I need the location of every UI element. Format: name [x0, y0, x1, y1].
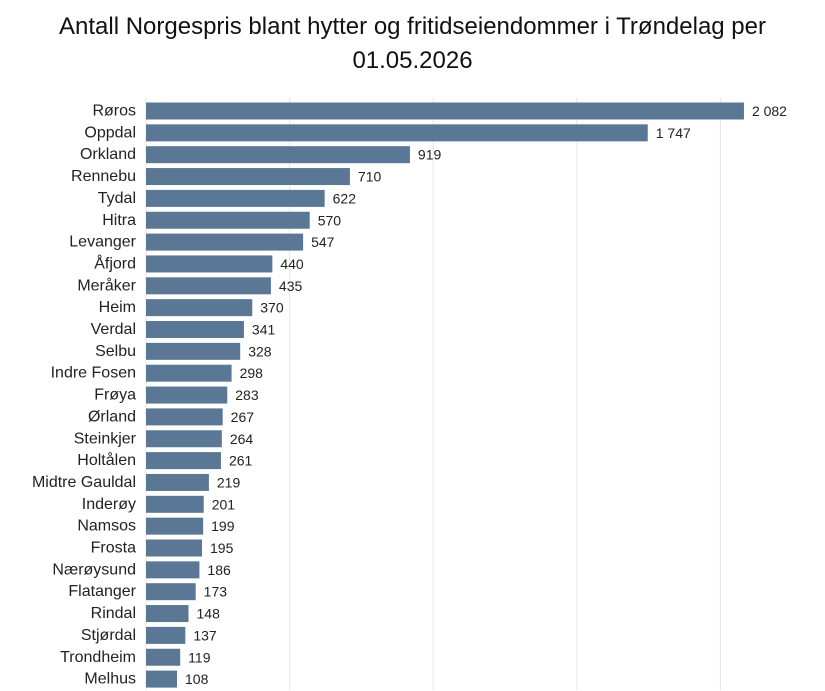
bar	[146, 495, 204, 513]
category-label: Røros	[92, 103, 136, 120]
bar	[146, 561, 200, 579]
bar	[146, 102, 744, 120]
bar	[146, 583, 196, 601]
value-label: 264	[230, 431, 254, 447]
bar	[146, 321, 244, 338]
category-label: Meråker	[77, 276, 136, 294]
bar	[146, 255, 273, 273]
category-label: Tydal	[98, 190, 136, 207]
category-label: Melhus	[84, 671, 136, 688]
category-label: Orkland	[80, 146, 136, 163]
value-label: 622	[333, 190, 357, 206]
chart-title-line-1: Antall Norgespris blant hytter og fritid…	[59, 13, 766, 40]
value-label: 435	[279, 278, 303, 294]
bar	[146, 364, 232, 382]
bar	[146, 342, 241, 360]
category-label: Inderøy	[82, 496, 136, 513]
value-label: 710	[358, 169, 382, 185]
bar	[146, 189, 325, 207]
category-label: Oppdal	[84, 124, 136, 141]
category-label: Midtre Gauldal	[32, 474, 136, 491]
value-label: 328	[248, 343, 272, 359]
chart-title: Antall Norgespris blant hytter og fritid…	[0, 10, 825, 78]
value-label: 298	[240, 365, 264, 381]
value-label: 195	[210, 540, 234, 556]
bar	[146, 124, 648, 142]
bar	[146, 473, 209, 491]
category-label: Frøya	[94, 387, 136, 404]
bar	[146, 277, 271, 295]
value-label: 201	[212, 496, 236, 512]
value-label: 148	[197, 606, 221, 622]
category-label: Holtålen	[77, 451, 136, 469]
category-label: Rennebu	[71, 168, 136, 185]
bar	[146, 670, 178, 688]
value-label: 370	[260, 300, 284, 316]
category-labels: Røros Oppdal Orkland Rennebu Tydal Hitra Levan…	[32, 103, 137, 688]
category-label: Nærøysund	[52, 561, 136, 578]
value-label: 570	[318, 212, 342, 228]
value-label: 186	[207, 562, 231, 578]
value-label: 119	[188, 649, 211, 665]
value-label: 283	[235, 387, 259, 403]
category-label: Indre Fosen	[51, 365, 136, 382]
value-label: 173	[204, 584, 228, 600]
value-label: 440	[280, 256, 304, 272]
bar	[146, 605, 189, 623]
value-label: 2 082	[752, 103, 787, 119]
bar	[146, 539, 203, 557]
value-label: 261	[229, 453, 253, 469]
category-label: Hitra	[102, 212, 136, 229]
gridlines	[145, 98, 721, 690]
value-label: 108	[185, 671, 209, 687]
bar	[146, 648, 181, 666]
bar	[146, 233, 304, 251]
bar	[146, 146, 410, 164]
category-label: Verdal	[91, 321, 136, 338]
bar	[146, 408, 223, 426]
category-label: Åfjord	[94, 253, 136, 272]
value-label: 341	[252, 322, 276, 338]
category-label: Rindal	[91, 605, 136, 622]
value-label: 199	[211, 518, 235, 534]
bar	[146, 168, 350, 186]
category-label: Flatanger	[68, 583, 136, 600]
category-label: Levanger	[69, 234, 136, 251]
chart-title-line-2: 01.05.2026	[352, 47, 473, 74]
bar	[146, 299, 253, 317]
bar	[146, 452, 221, 470]
value-label: 1 747	[656, 125, 691, 141]
bars	[146, 102, 744, 688]
category-label: Steinkjer	[74, 430, 137, 447]
bar	[146, 211, 310, 229]
value-label: 547	[311, 234, 335, 250]
category-label: Heim	[99, 299, 136, 316]
category-label: Trondheim	[60, 649, 136, 666]
category-label: Namsos	[77, 518, 136, 535]
value-label: 219	[217, 474, 241, 490]
value-label: 919	[418, 147, 442, 163]
category-label: Ørland	[88, 408, 136, 425]
category-label: Stjørdal	[81, 627, 136, 644]
bar	[146, 430, 222, 448]
bar	[146, 386, 228, 404]
value-label: 137	[193, 627, 217, 643]
bar	[146, 517, 204, 535]
value-label: 267	[231, 409, 255, 425]
category-label: Selbu	[95, 343, 136, 360]
bar	[146, 626, 186, 644]
category-label: Frosta	[91, 540, 136, 557]
